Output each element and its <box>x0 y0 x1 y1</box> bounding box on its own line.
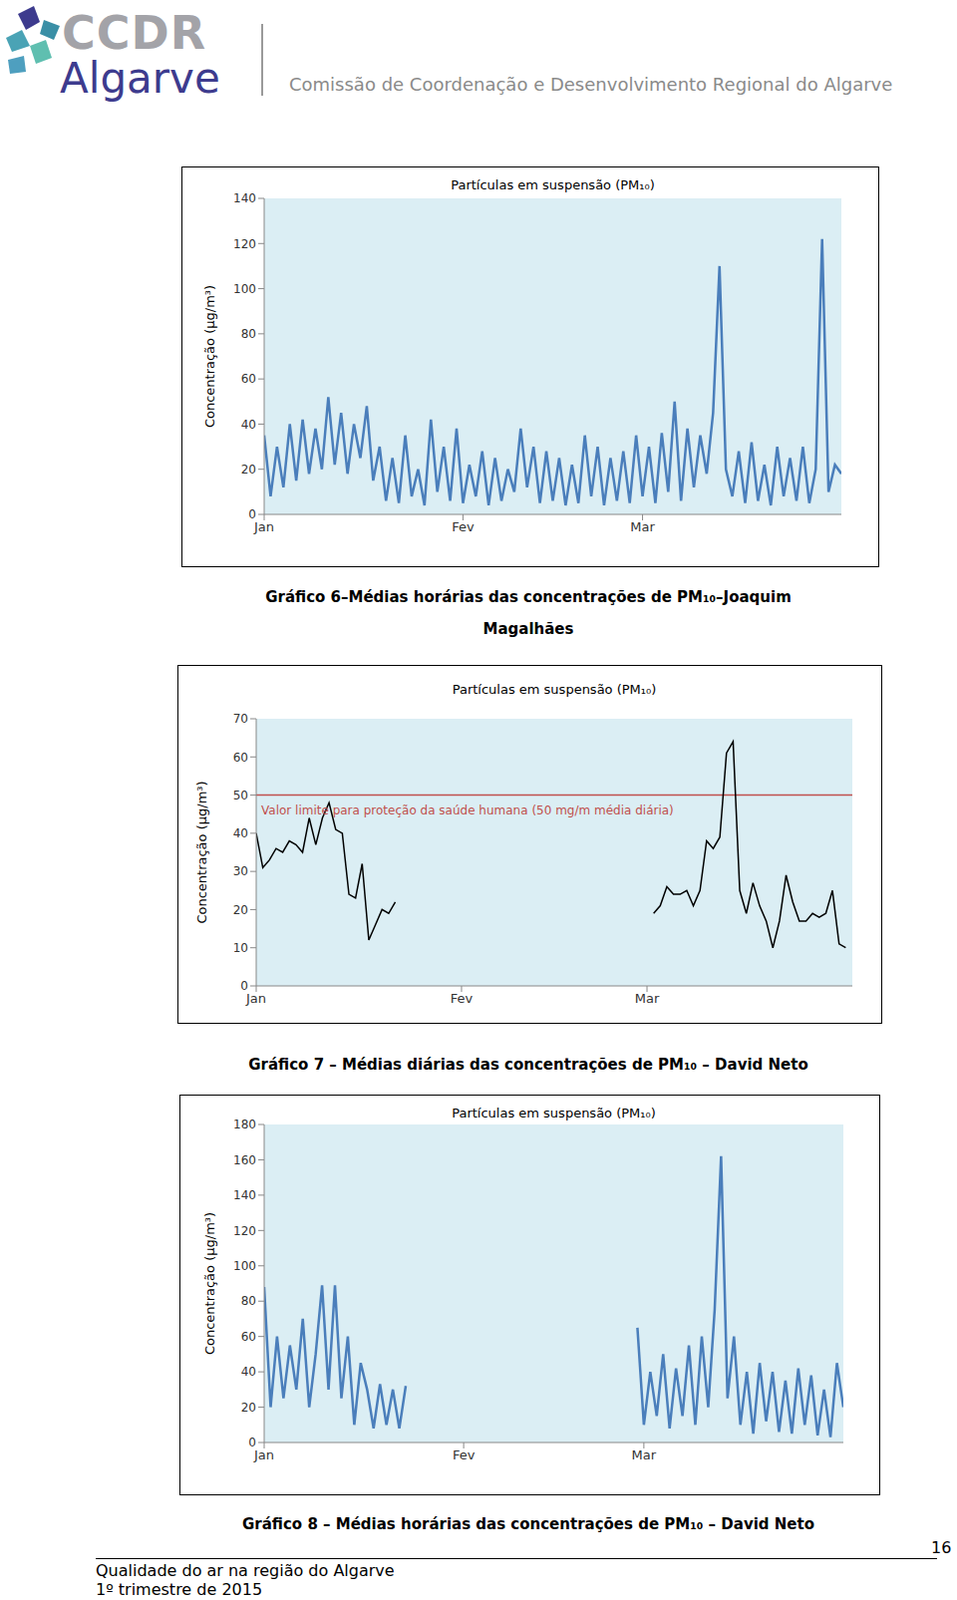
svg-text:0: 0 <box>240 978 249 993</box>
svg-text:70: 70 <box>233 711 249 726</box>
svg-text:Concentração (µg/m³): Concentração (µg/m³) <box>194 780 210 924</box>
svg-text:Jan: Jan <box>253 1447 275 1463</box>
svg-text:0: 0 <box>248 1435 257 1450</box>
html-text:Qualidade do ar na região do A: Qualidade do ar na região do Algarve <box>95 1561 395 1581</box>
svg-text:20: 20 <box>241 462 257 477</box>
svg-text:100: 100 <box>233 1259 257 1274</box>
svg-text:120: 120 <box>233 1224 257 1239</box>
svg-text:100: 100 <box>233 282 257 297</box>
svg-text:Fev: Fev <box>451 519 475 535</box>
svg-text:Mar: Mar <box>632 1447 657 1463</box>
svg-text:Valor limite para proteção da: Valor limite para proteção da saúde huma… <box>261 803 674 818</box>
svg-text:20: 20 <box>241 1400 257 1415</box>
html-text:Comissão de Coordenação e Dese: Comissão de Coordenação e Desenvolviment… <box>289 73 893 95</box>
svg-text:Jan: Jan <box>245 990 267 1006</box>
svg-text:60: 60 <box>241 371 257 386</box>
svg-text:180: 180 <box>233 1117 257 1132</box>
svg-text:60: 60 <box>241 1329 257 1344</box>
svg-text:120: 120 <box>233 237 257 252</box>
svg-text:Jan: Jan <box>253 519 275 535</box>
svg-text:Fev: Fev <box>450 990 474 1006</box>
html-text:Partículas em suspensão (PM₁₀): Partículas em suspensão (PM₁₀) <box>452 681 657 697</box>
svg-text:140: 140 <box>233 1188 257 1203</box>
html-text:Partículas em suspensão (PM₁₀): Partículas em suspensão (PM₁₀) <box>450 177 655 193</box>
svg-text:80: 80 <box>241 1293 257 1308</box>
svg-text:160: 160 <box>233 1153 257 1168</box>
svg-text:0: 0 <box>248 507 257 522</box>
svg-text:80: 80 <box>241 326 257 341</box>
svg-text:Fev: Fev <box>452 1447 476 1463</box>
svg-text:50: 50 <box>233 788 249 803</box>
svg-text:40: 40 <box>241 1364 257 1379</box>
svg-text:Mar: Mar <box>635 990 660 1006</box>
html-text:Gráfico 6–Médias horárias das: Gráfico 6–Médias horárias das concentraç… <box>265 588 792 607</box>
html-text:Gráfico 8 – Médias horárias da: Gráfico 8 – Médias horárias das concentr… <box>242 1515 815 1534</box>
svg-text:30: 30 <box>233 864 249 879</box>
html-text:16: 16 <box>931 1538 952 1558</box>
html-text:Partículas em suspensão (PM₁₀): Partículas em suspensão (PM₁₀) <box>451 1105 656 1121</box>
svg-text:Concentração (µg/m³): Concentração (µg/m³) <box>202 1212 218 1355</box>
svg-text:60: 60 <box>233 750 249 765</box>
svg-text:10: 10 <box>233 941 249 956</box>
svg-text:40: 40 <box>241 417 257 432</box>
html-text:Algarve: Algarve <box>59 53 221 103</box>
svg-text:40: 40 <box>233 826 249 841</box>
svg-text:Concentração (µg/m³): Concentração (µg/m³) <box>202 285 218 428</box>
html-text:Gráfico 7 – Médias diárias das: Gráfico 7 – Médias diárias das concentra… <box>248 1055 809 1074</box>
html-text:Magalhães: Magalhães <box>482 620 574 638</box>
svg-text:20: 20 <box>233 903 249 918</box>
svg-text:Mar: Mar <box>630 519 655 535</box>
html-text:1º trimestre de 2015: 1º trimestre de 2015 <box>95 1580 263 1599</box>
svg-text:140: 140 <box>233 191 257 206</box>
html-text:CCDR: CCDR <box>61 5 207 60</box>
